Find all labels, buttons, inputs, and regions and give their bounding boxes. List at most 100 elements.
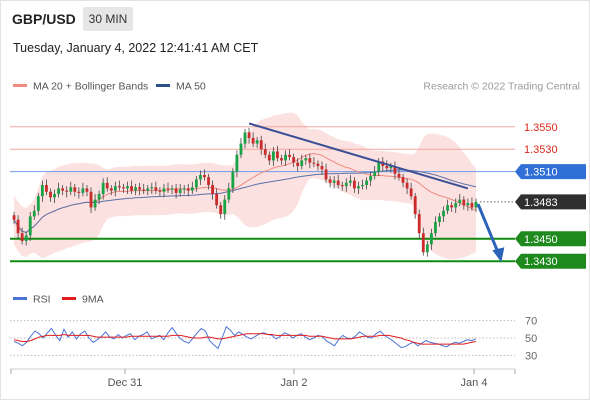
- candle-body: [361, 185, 364, 187]
- candle-body: [97, 194, 101, 200]
- candle-body: [239, 143, 243, 155]
- candle-body: [275, 151, 279, 159]
- candle-body: [134, 187, 138, 191]
- candle-body: [466, 202, 470, 206]
- legend-label-0: MA 20 + Bollinger Bands: [33, 81, 148, 93]
- x-tick-label-0: Dec 31: [108, 377, 143, 389]
- candle-body: [40, 185, 44, 197]
- candle-body: [429, 233, 433, 245]
- candle-body: [446, 205, 450, 211]
- candle-body: [340, 185, 344, 187]
- candle-body: [199, 174, 202, 180]
- candle-body: [267, 154, 271, 161]
- rsi-line: [13, 325, 477, 350]
- rsi-tick-0: 30: [525, 350, 537, 362]
- x-tick-label-2: Jan 4: [461, 377, 488, 389]
- rsi-legend-swatch-0: [13, 297, 27, 300]
- price-badge-label-3: 1.3483: [524, 197, 558, 209]
- candle-body: [73, 187, 77, 192]
- candle-body: [69, 187, 73, 192]
- candle-body: [170, 188, 174, 190]
- x-tick-label-1: Jan 2: [281, 377, 308, 389]
- rsi-legend-label-1: 9MA: [82, 294, 104, 306]
- candle-body: [162, 188, 166, 192]
- candle-body: [365, 180, 368, 186]
- timeframe-button[interactable]: 30 MIN: [83, 7, 133, 31]
- rsi-tick-1: 50: [525, 333, 537, 345]
- candle-body: [425, 244, 429, 253]
- candle-body: [284, 154, 287, 161]
- candle-body: [434, 222, 437, 234]
- candle-body: [288, 154, 291, 158]
- candle-body: [357, 186, 360, 189]
- candle-body: [235, 154, 239, 172]
- candle-body: [130, 186, 133, 191]
- candle-body: [77, 191, 81, 193]
- candle-body: [397, 173, 401, 178]
- candle-body: [57, 188, 61, 194]
- price-badge-2: [515, 164, 586, 180]
- forecast-arrow-shaft: [476, 203, 500, 254]
- candle-body: [150, 187, 154, 189]
- legend-swatch-0: [13, 84, 27, 87]
- candle-body: [296, 162, 300, 166]
- candle-body: [61, 188, 65, 191]
- candle-body: [207, 177, 210, 186]
- price-badge-label-5: 1.3430: [524, 256, 558, 268]
- candle-body: [190, 187, 194, 191]
- attribution: Research © 2022 Trading Central: [423, 81, 580, 93]
- candle-body: [300, 160, 304, 166]
- candle-body: [101, 182, 105, 194]
- candle-body: [53, 194, 56, 198]
- candle-body: [203, 174, 206, 178]
- resistance-trendline: [248, 122, 469, 190]
- price-badge-3: [515, 194, 586, 210]
- candle-body: [393, 166, 397, 174]
- candle-body: [20, 233, 24, 242]
- candle-body: [251, 138, 255, 144]
- candle-body: [263, 149, 267, 155]
- candle-body: [417, 214, 421, 234]
- candle-body: [271, 151, 275, 161]
- candle-body: [182, 188, 186, 190]
- candle-body: [320, 166, 324, 170]
- candle-body: [81, 188, 85, 193]
- price-badge-label-2: 1.3510: [524, 167, 558, 179]
- symbol-title: GBP/USD: [12, 11, 76, 27]
- candle-body: [312, 162, 316, 164]
- candle-body: [166, 188, 170, 190]
- rsi-tick-2: 70: [525, 316, 537, 328]
- candle-body: [105, 182, 109, 189]
- candle-body: [243, 132, 247, 144]
- candle-body: [85, 188, 89, 192]
- candle-body: [454, 202, 458, 208]
- candle-body: [369, 176, 373, 181]
- candle-body: [458, 199, 462, 203]
- price-badge-5: [515, 253, 586, 269]
- candle-body: [215, 194, 219, 206]
- candle-body: [142, 189, 146, 191]
- candle-body: [373, 171, 377, 177]
- price-label-1: 1.3530: [524, 144, 558, 156]
- rsi-legend-swatch-1: [62, 297, 76, 300]
- candle-body: [324, 169, 328, 180]
- candle-body: [49, 191, 52, 198]
- legend-swatch-1: [156, 84, 170, 87]
- candle-body: [146, 188, 150, 191]
- timestamp: Tuesday, January 4, 2022 12:41:41 AM CET: [13, 41, 259, 55]
- candle-body: [470, 202, 474, 208]
- candle-body: [174, 188, 178, 193]
- candle-body: [462, 199, 466, 206]
- candle-body: [292, 157, 296, 163]
- candle-body: [138, 187, 142, 190]
- candle-body: [122, 187, 125, 189]
- rsi-legend-label-0: RSI: [33, 294, 51, 306]
- candle-body: [227, 188, 231, 200]
- candle-body: [223, 199, 227, 215]
- candle-body: [421, 233, 425, 253]
- candle-body: [450, 205, 454, 208]
- candle-body: [93, 199, 97, 208]
- candle-body: [24, 235, 28, 242]
- legend-label-1: MA 50: [176, 81, 206, 93]
- candle-body: [32, 210, 36, 217]
